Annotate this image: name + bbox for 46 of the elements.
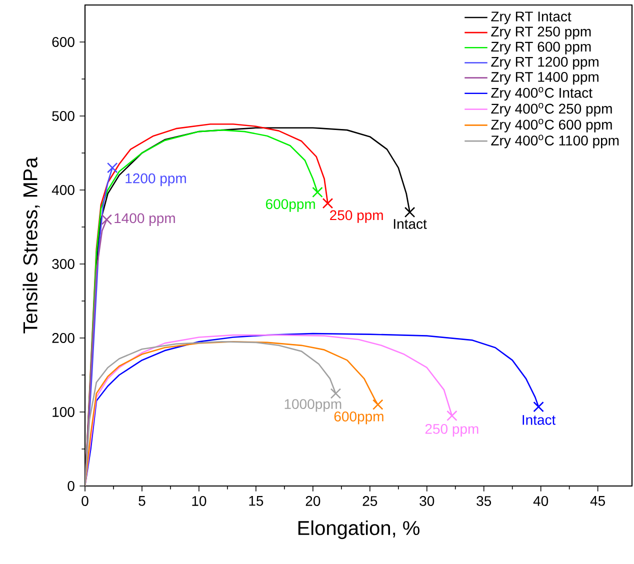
- annotation: 250 ppm: [330, 210, 383, 223]
- annotation: 600ppm: [266, 199, 315, 212]
- annotation: Intact: [522, 415, 556, 425]
- x-tick-label: 0: [82, 496, 88, 506]
- annotation: Intact: [394, 219, 427, 229]
- x-tick-label: 10: [192, 496, 206, 506]
- annotation: 250 ppm: [425, 424, 478, 437]
- annotation: 600ppm: [334, 412, 384, 424]
- point: [101, 214, 112, 225]
- point: [322, 198, 334, 209]
- legend-label: Zry RT 250 ppm: [491, 26, 591, 40]
- annotation: 1400 ppm: [114, 213, 175, 226]
- point: [330, 388, 342, 399]
- legend-label: Zry RT 1400 ppm: [491, 72, 598, 85]
- legend-label: Zry RT Intact: [491, 12, 572, 24]
- y-tick-label: 300: [52, 259, 74, 269]
- y-tick-label: 200: [52, 333, 74, 343]
- point: [312, 186, 323, 198]
- y-tick-label: 0: [68, 481, 74, 491]
- y-axis-title: Tensile Stress, MPa: [22, 157, 40, 334]
- x-tick-label: 30: [420, 496, 434, 506]
- point: [106, 162, 118, 174]
- legend-label: Zry 400$^{o}$C Intact: [491, 87, 592, 101]
- x-tick-label: 45: [590, 496, 606, 506]
- x-tick-label: 15: [249, 496, 264, 506]
- x-axis-title: Elongation, %: [298, 520, 420, 540]
- legend-label: Zry RT 600 ppm: [491, 42, 591, 54]
- x-tick-label: 35: [476, 496, 492, 506]
- annotation: 1000ppm: [284, 399, 342, 412]
- y-tick-label: 100: [52, 407, 74, 417]
- x-tick-label: 25: [362, 496, 378, 506]
- x-tick-label: 20: [306, 496, 320, 506]
- y-tick-label: 400: [52, 185, 74, 195]
- y-tick-label: 600: [52, 37, 74, 47]
- legend-label: Zry 400$^{o}$C 1100 ppm: [491, 134, 619, 148]
- x-tick-label: 5: [138, 496, 146, 506]
- x-tick-label: 40: [533, 496, 548, 506]
- y-tick-label: 500: [52, 111, 74, 121]
- legend-label: Zry RT 1200 ppm: [491, 56, 598, 70]
- point: [533, 401, 544, 412]
- legend-label: Zry 400$^{o}$C 600 ppm: [491, 118, 612, 132]
- point: [446, 410, 458, 422]
- annotation: 1200 ppm: [126, 173, 186, 186]
- point: [404, 206, 416, 218]
- point: [372, 399, 384, 410]
- legend-label: Zry 400$^{o}$C 250 ppm: [491, 102, 612, 116]
